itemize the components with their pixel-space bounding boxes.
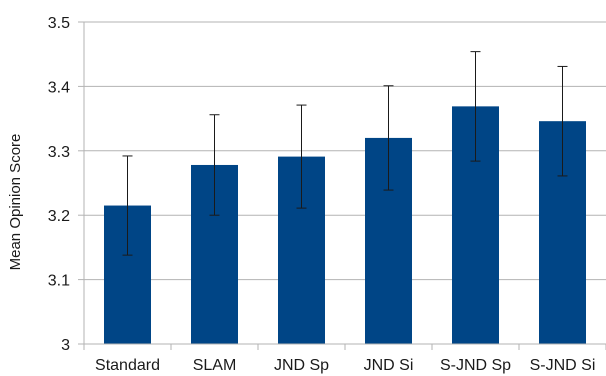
- y-tick-label: 3.2: [48, 208, 70, 225]
- axes: [78, 21, 606, 350]
- y-axis-title: Mean Opinion Score: [7, 134, 24, 271]
- y-tick-label: 3: [61, 337, 70, 354]
- y-tick-label: 3.1: [48, 273, 70, 290]
- x-tick-label: JND Si: [364, 357, 414, 374]
- x-tick-label: SLAM: [193, 357, 237, 374]
- bars: [104, 106, 586, 345]
- x-tick-label: JND Sp: [274, 357, 329, 374]
- y-tick-label: 3.5: [48, 15, 70, 32]
- error-bars: [122, 51, 568, 256]
- y-tick-label: 3.3: [48, 144, 70, 161]
- x-tick-label: S-JND Sp: [440, 357, 511, 374]
- x-tick-label: Standard: [95, 357, 160, 374]
- y-tick-label: 3.4: [48, 79, 70, 96]
- gridlines: [84, 21, 606, 281]
- tick-labels: 3 3.1 3.2 3.3 3.4 3.5 Standard SLAM JND Sp JND Si…: [48, 15, 596, 374]
- x-tick-label: S-JND Si: [530, 357, 596, 374]
